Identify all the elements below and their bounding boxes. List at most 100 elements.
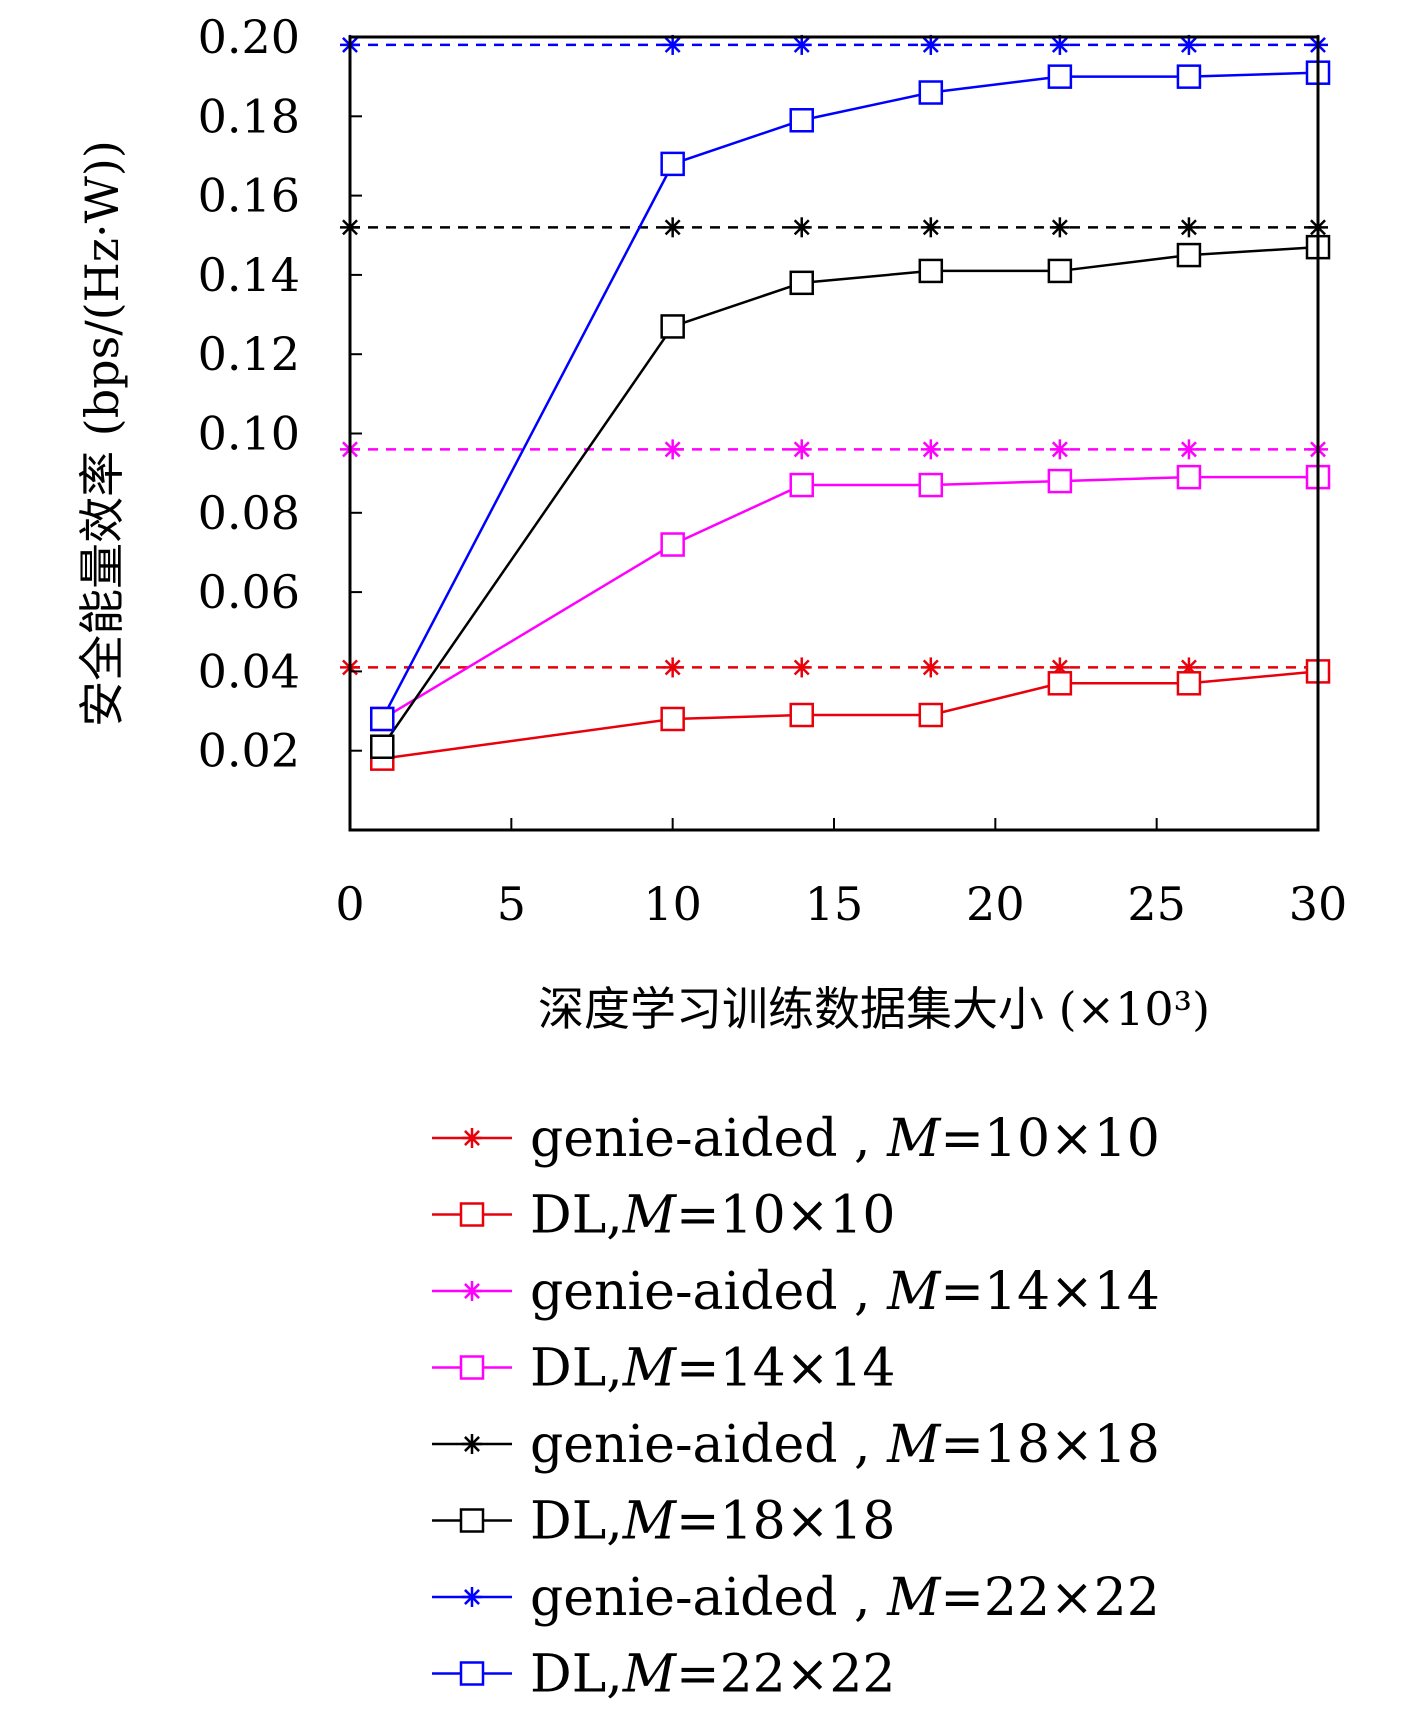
star-marker — [922, 441, 939, 458]
square-marker — [789, 108, 814, 133]
legend-m: M — [886, 1415, 942, 1475]
legend-label: DL,M=14×14 — [530, 1339, 896, 1399]
legend-label: DL,M=18×18 — [530, 1492, 896, 1552]
legend-entry: DL,M=18×18 — [432, 1492, 896, 1552]
square-marker — [789, 270, 814, 296]
legend-prefix: DL, — [530, 1492, 623, 1552]
legend-m: M — [622, 1186, 678, 1246]
legend-prefix: genie-aided , — [530, 1568, 887, 1628]
legend-prefix: DL, — [530, 1645, 623, 1705]
legend-m: M — [886, 1109, 942, 1169]
star-marker — [464, 1589, 480, 1605]
legend-m: M — [622, 1339, 678, 1399]
legend-label: DL,M=10×10 — [530, 1186, 896, 1246]
x-tick-label: 10 — [643, 877, 702, 931]
star-marker — [793, 219, 810, 236]
legend-size: =14×14 — [676, 1339, 895, 1399]
square-marker — [660, 151, 685, 177]
legend-prefix: genie-aided , — [530, 1109, 887, 1169]
legend-entry: genie-aided , M=18×18 — [432, 1415, 1160, 1475]
legend-size: =14×14 — [940, 1262, 1159, 1322]
legend-entry: DL,M=14×14 — [432, 1339, 896, 1399]
series-dl-22x22 — [370, 60, 1331, 732]
star-marker — [1180, 219, 1197, 236]
legend-label: genie-aided , M=18×18 — [530, 1415, 1160, 1475]
square-marker — [1176, 64, 1202, 89]
x-tick-label: 5 — [497, 877, 526, 931]
series-dl-10x10 — [370, 659, 1331, 771]
legend-m: M — [622, 1645, 678, 1705]
star-marker — [922, 219, 939, 236]
square-marker — [459, 1355, 485, 1380]
legend-size: =22×22 — [940, 1568, 1159, 1628]
legend: genie-aided , M=10×10DL,M=10×10genie-aid… — [432, 1109, 1160, 1705]
star-marker — [1051, 219, 1068, 236]
square-marker — [459, 1661, 485, 1686]
star-marker — [664, 36, 681, 53]
y-tick-label: 0.18 — [198, 89, 300, 143]
legend-prefix: DL, — [530, 1339, 623, 1399]
star-marker — [793, 36, 810, 53]
y-tick-label: 0.04 — [198, 644, 300, 698]
star-marker — [464, 1436, 480, 1452]
legend-size: =18×18 — [676, 1492, 895, 1552]
star-marker — [464, 1283, 480, 1299]
x-tick-label: 30 — [1289, 877, 1348, 931]
legend-label: DL,M=22×22 — [530, 1645, 896, 1705]
x-tick-label: 20 — [966, 877, 1025, 931]
legend-prefix: genie-aided , — [530, 1415, 887, 1475]
square-marker — [1047, 468, 1073, 494]
square-marker — [789, 472, 814, 498]
square-marker — [660, 532, 685, 557]
y-tick-label: 0.06 — [198, 565, 300, 619]
y-axis-title: 安全能量效率 (bps/(Hz·W)) — [75, 140, 129, 727]
legend-entry: DL,M=10×10 — [432, 1186, 896, 1246]
square-marker — [660, 706, 685, 732]
star-marker — [793, 441, 810, 458]
square-marker — [918, 80, 944, 105]
legend-label: genie-aided , M=10×10 — [530, 1109, 1160, 1169]
legend-m: M — [622, 1492, 678, 1552]
y-tick-label: 0.16 — [198, 169, 300, 223]
y-tick-label: 0.02 — [198, 724, 300, 778]
star-marker — [793, 659, 810, 676]
axis-ticks: 0 5 10 15 20 25 30 0.02 0.04 0.06 0.08 0.10 0.12 0.14… — [198, 10, 1348, 931]
square-marker — [1047, 64, 1073, 89]
plot-frame — [348, 35, 1320, 832]
y-tick-label: 0.12 — [198, 327, 300, 381]
y-tick-label: 0.10 — [198, 407, 300, 461]
legend-entry: genie-aided , M=14×14 — [432, 1262, 1160, 1322]
square-marker — [1176, 242, 1202, 268]
legend-size: =10×10 — [940, 1109, 1159, 1169]
square-marker — [918, 258, 944, 284]
star-marker — [1051, 36, 1068, 53]
series-dl-14x14 — [370, 464, 1331, 732]
square-marker — [1176, 671, 1202, 696]
square-marker — [1047, 258, 1073, 284]
star-marker — [922, 36, 939, 53]
x-tick-label: 0 — [335, 877, 364, 931]
square-marker — [660, 314, 685, 339]
star-marker — [664, 219, 681, 236]
series-line — [381, 71, 1319, 720]
legend-prefix: genie-aided , — [530, 1262, 887, 1322]
star-marker — [664, 441, 681, 458]
square-marker — [918, 472, 944, 498]
legend-label: genie-aided , M=14×14 — [530, 1262, 1160, 1322]
legend-entry: DL,M=22×22 — [432, 1645, 896, 1705]
square-marker — [789, 702, 814, 728]
y-tick-label: 0.14 — [198, 248, 300, 302]
y-tick-label: 0.08 — [198, 486, 300, 540]
series-genie-aided-18x18 — [340, 217, 1328, 238]
legend-entry: genie-aided , M=22×22 — [432, 1568, 1160, 1628]
square-marker — [370, 734, 395, 759]
legend-prefix: DL, — [530, 1186, 623, 1246]
legend-label: genie-aided , M=22×22 — [530, 1568, 1160, 1628]
legend-entry: genie-aided , M=10×10 — [432, 1109, 1160, 1169]
series-genie-aided-14x14 — [340, 439, 1328, 460]
y-tick-label: 0.20 — [198, 10, 300, 64]
x-tick-label: 15 — [805, 877, 864, 931]
star-marker — [464, 1130, 480, 1146]
series-dl-18x18 — [370, 234, 1331, 759]
